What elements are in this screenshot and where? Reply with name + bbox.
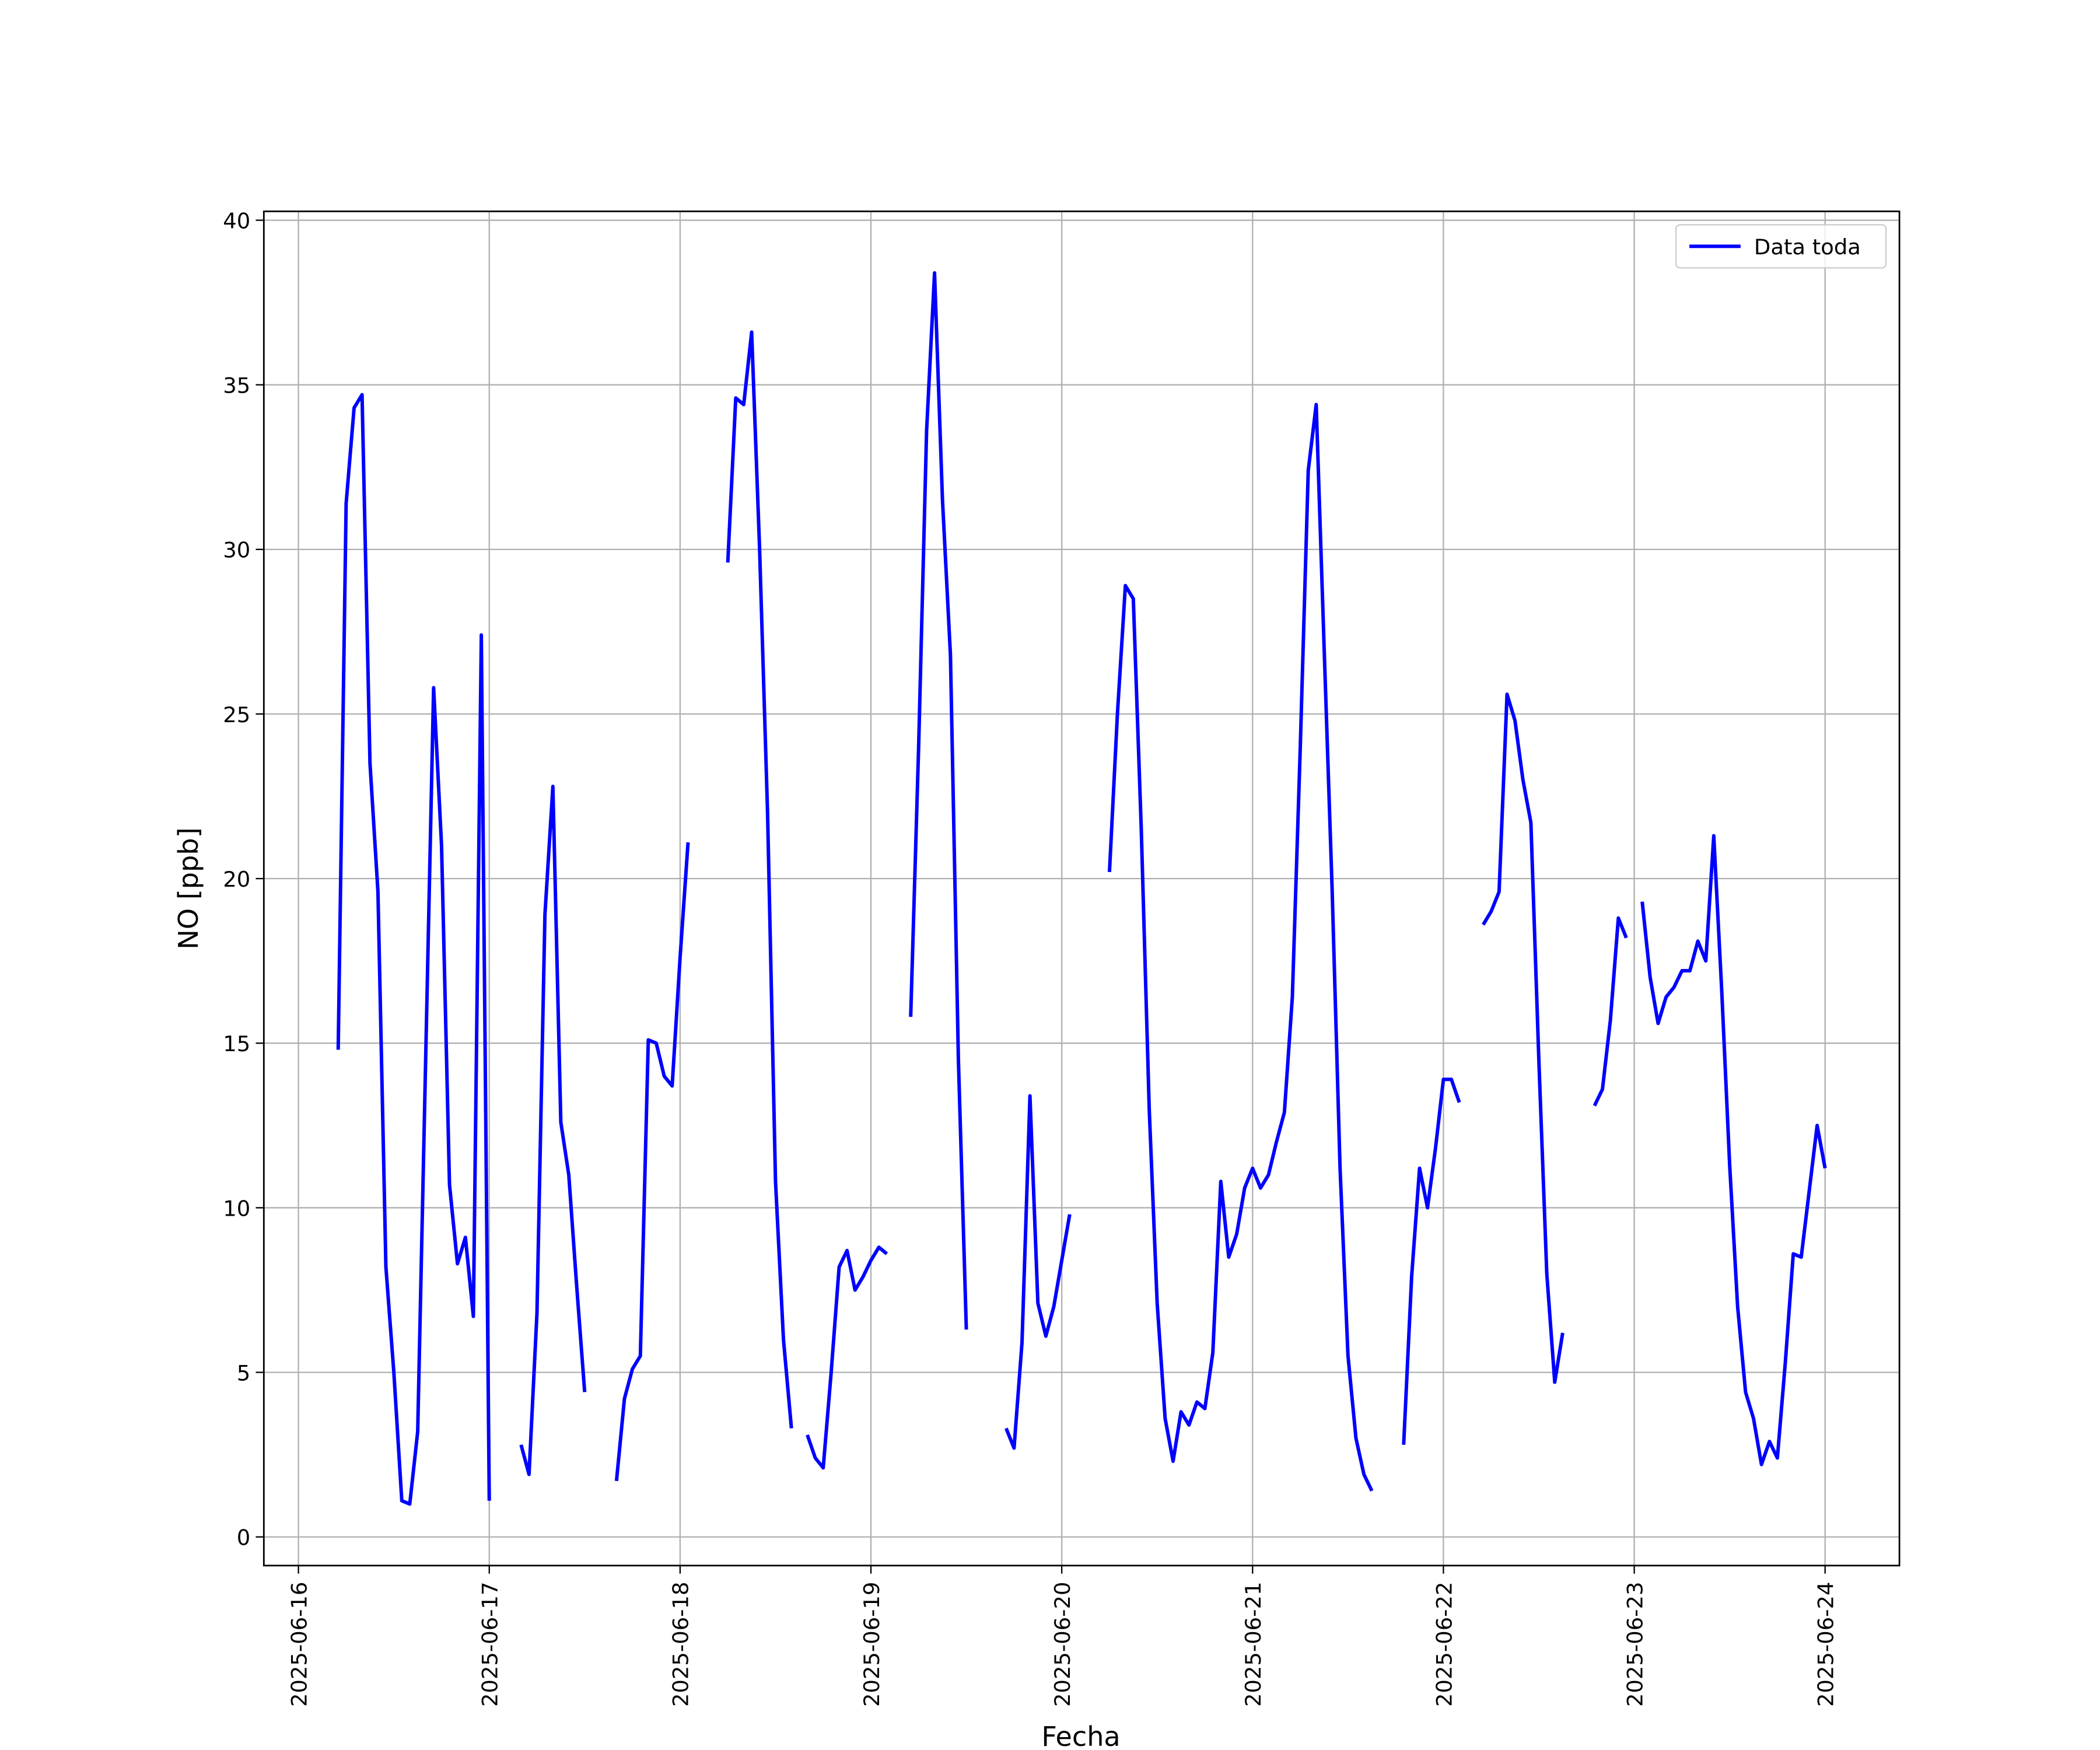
x-tick-label: 2025-06-22 <box>1432 1582 1457 1707</box>
x-tick-label: 2025-06-17 <box>478 1582 503 1707</box>
x-tick-label: 2025-06-21 <box>1241 1582 1266 1707</box>
legend-label: Data toda <box>1754 235 1861 260</box>
x-axis-label: Fecha <box>1041 1721 1120 1750</box>
y-tick-label: 5 <box>237 1360 250 1385</box>
x-tick-label: 2025-06-20 <box>1050 1582 1075 1707</box>
x-tick-label: 2025-06-16 <box>286 1582 312 1707</box>
y-tick-label: 0 <box>237 1525 250 1550</box>
data-line <box>336 271 1827 1506</box>
y-tick-label: 35 <box>223 373 250 398</box>
x-tick-label: 2025-06-23 <box>1622 1582 1647 1707</box>
x-tick-label: 2025-06-19 <box>859 1582 884 1707</box>
y-axis-label: NO [ppb] <box>173 827 204 949</box>
plot-area <box>336 271 1827 1506</box>
x-tick-label: 2025-06-24 <box>1814 1582 1839 1707</box>
y-tick-label: 30 <box>223 538 250 563</box>
axes-frame <box>262 210 1901 1567</box>
y-tick-label: 40 <box>223 208 250 233</box>
y-tick-label: 10 <box>223 1196 250 1221</box>
y-tick-label: 25 <box>223 702 250 727</box>
legend: Data toda <box>1675 224 1887 269</box>
y-tick-label: 20 <box>223 867 250 892</box>
y-tick-label: 15 <box>223 1031 250 1056</box>
ticks: 0 5 10 15 20 25 30 35 40 2025-06-16 2025-06-17 2025… <box>223 208 1838 1707</box>
legend-box <box>1675 224 1887 269</box>
x-tick-label: 2025-06-18 <box>668 1582 694 1707</box>
